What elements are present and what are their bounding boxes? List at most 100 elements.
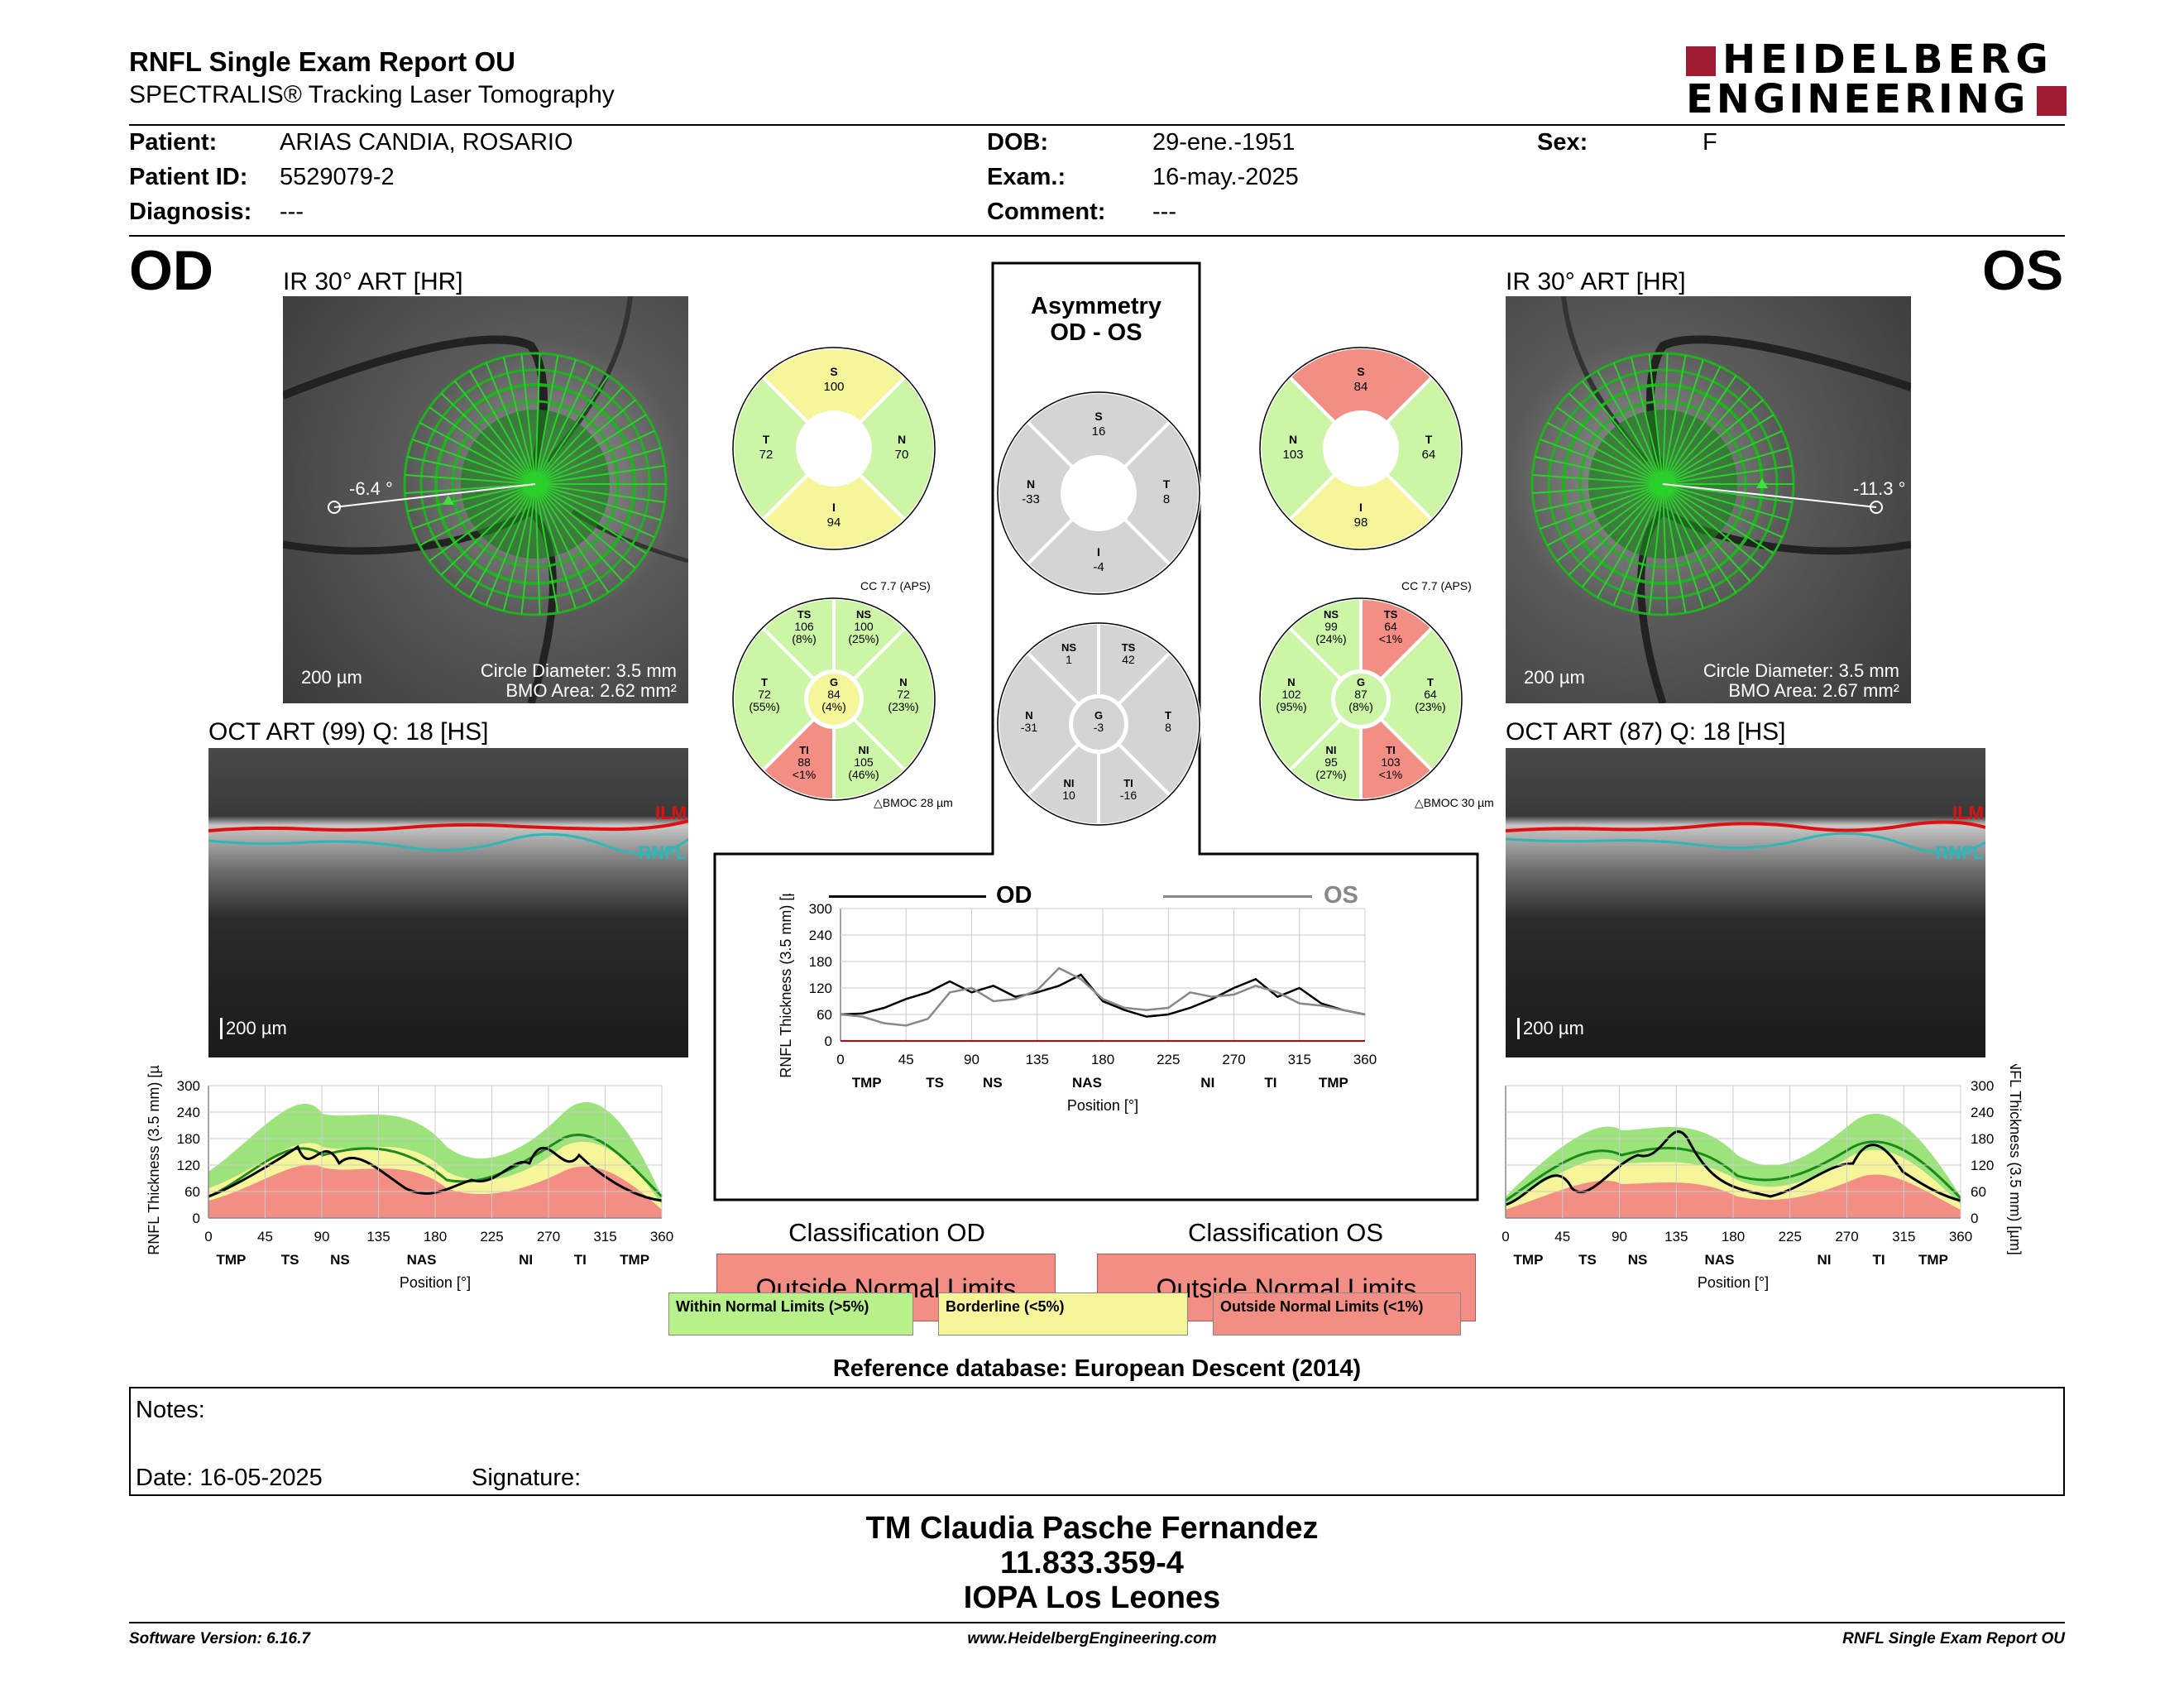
- comment-label: Comment:: [987, 199, 1106, 225]
- os-sector-letter-NI: NI: [1326, 744, 1337, 756]
- os-rnfl-label: RNFL: [1935, 842, 1984, 863]
- report-subtitle: SPECTRALIS® Tracking Laser Tomography: [129, 81, 615, 108]
- os-sector-percent-TS: <1%: [1379, 632, 1402, 645]
- od-sector-G: [807, 672, 861, 727]
- os-chart-ytick: 120: [1971, 1158, 1994, 1173]
- od-oct-title: OCT ART (99) Q: 18 [HS]: [208, 718, 489, 746]
- od-quadrant-circle: S 100 T 72 I 94 N 70: [731, 346, 936, 551]
- center-chart-ytick: 180: [809, 954, 832, 970]
- od-sector-letter-T: T: [761, 676, 768, 688]
- od-sector-value-N: 72: [897, 688, 910, 701]
- center-chart-sector-label: TMP: [1319, 1075, 1348, 1091]
- os-chart-ytick: 0: [1971, 1211, 1978, 1226]
- asym-quadrant-letter-I: I: [1097, 545, 1100, 559]
- od-chart-sector-label: NAS: [407, 1252, 437, 1268]
- od-sector-percent-TS: (8%): [792, 632, 817, 645]
- footer-name: TM Claudia Pasche Fernandez: [865, 1511, 1319, 1546]
- legend-od-line: [829, 895, 986, 898]
- os-chart-sector-label: TS: [1578, 1252, 1597, 1268]
- os-chart-sector-label: NI: [1818, 1252, 1832, 1268]
- os-sector-letter-G: G: [1357, 676, 1365, 688]
- od-chart-xtick: 360: [650, 1229, 673, 1244]
- os-quadrant-letter-I: I: [1359, 501, 1363, 514]
- od-chart-xtick: 90: [314, 1229, 330, 1244]
- center-chart-xtick: 270: [1222, 1052, 1245, 1067]
- os-quadrant-letter-T: T: [1425, 433, 1433, 446]
- footer-url[interactable]: www.HeidelbergEngineering.com: [967, 1630, 1217, 1647]
- os-sector-percent-NS: (24%): [1315, 632, 1346, 645]
- od-quadrant-letter-T: T: [763, 433, 770, 446]
- asym-quadrant-letter-N: N: [1027, 477, 1035, 491]
- os-chart-xtick: 315: [1892, 1229, 1915, 1244]
- report-title: RNFL Single Exam Report OU: [129, 46, 515, 77]
- os-thickness-line: [1505, 1130, 1961, 1206]
- od-chart-xtick: 270: [537, 1229, 560, 1244]
- od-sector-letter-N: N: [899, 676, 907, 688]
- od-ir-scale: 200 µm: [301, 667, 362, 688]
- os-quadrant-value-S: 84: [1354, 380, 1368, 394]
- asymmetry-frame: [713, 261, 1479, 1201]
- footer-rut: 11.833.359-4: [1000, 1546, 1184, 1580]
- os-quadrant-value-T: 64: [1422, 448, 1436, 462]
- diagnosis-label: Diagnosis:: [129, 199, 252, 225]
- asym-sector-letter-NS: NS: [1061, 641, 1076, 654]
- asym-sector-G: [1071, 697, 1126, 751]
- os-sector-value-NS: 99: [1324, 620, 1338, 633]
- center-chart-xtick: 90: [964, 1052, 979, 1067]
- od-chart-sector-label: TMP: [216, 1252, 246, 1268]
- od-sector-value-NI: 105: [854, 755, 874, 769]
- od-sector-value-NS: 100: [854, 620, 874, 633]
- center-chart-ylabel: RNFL Thickness (3.5 mm) [µm]: [778, 894, 794, 1078]
- os-sector-letter-T: T: [1427, 676, 1434, 688]
- os-chart-xtick: 270: [1835, 1229, 1858, 1244]
- os-chart-ytick: 180: [1971, 1131, 1994, 1147]
- od-chart-sector-label: NI: [519, 1252, 533, 1268]
- os-chart-xtick: 0: [1502, 1229, 1509, 1244]
- od-sector-percent-TI: <1%: [793, 768, 816, 781]
- os-quadrant-letter-S: S: [1357, 365, 1364, 378]
- os-chart-xtick: 135: [1664, 1229, 1688, 1244]
- asym-sector-value-TI: -16: [1120, 789, 1137, 802]
- od-bmo-area: BMO Area: 2.62 mm²: [505, 680, 677, 701]
- center-chart-xtick: 45: [898, 1052, 914, 1067]
- os-chart-xtick: 45: [1554, 1229, 1570, 1244]
- od-quadrant-letter-S: S: [830, 365, 837, 378]
- exam-value: 16-may.-2025: [1152, 164, 1299, 190]
- notes-label: Notes:: [136, 1397, 205, 1423]
- patient-id-label: Patient ID:: [129, 164, 248, 190]
- od-chart-ytick: 60: [184, 1184, 200, 1200]
- asym-quadrant-value-S: 16: [1092, 424, 1106, 439]
- sex-label: Sex:: [1537, 129, 1588, 156]
- od-sector-percent-NI: (46%): [848, 768, 879, 781]
- center-chart-sector-label: NAS: [1072, 1075, 1102, 1091]
- od-chart-sector-label: NS: [330, 1252, 350, 1268]
- os-quadrant-value-I: 98: [1354, 516, 1368, 530]
- center-chart-xtick: 360: [1353, 1052, 1377, 1067]
- od-sector-circle: TS106(8%)NS100(25%)N72(23%)NI105(46%)TI8…: [731, 596, 936, 803]
- od-sector-percent-G: (4%): [821, 700, 846, 713]
- os-chart-xlabel: Position [°]: [1698, 1274, 1769, 1291]
- od-sector-percent-NS: (25%): [848, 632, 879, 645]
- os-quadrant-letter-N: N: [1289, 433, 1297, 446]
- os-chart-ytick: 60: [1971, 1184, 1986, 1200]
- center-series-od: [840, 973, 1366, 1018]
- od-chart-xtick: 180: [424, 1229, 447, 1244]
- asym-quadrant-circle: S16 N-33 I-4 T8: [996, 391, 1201, 596]
- od-quadrant-letter-N: N: [898, 433, 906, 446]
- os-ir-fundus-image: -11.3 ° 200 µm Circle Diameter: 3.5 mm B…: [1506, 296, 1911, 703]
- od-chart-ytick: 180: [177, 1131, 200, 1147]
- os-sector-value-G: 87: [1354, 688, 1367, 701]
- od-chart-xlabel: Position [°]: [400, 1274, 471, 1291]
- os-circle-diameter: Circle Diameter: 3.5 mm: [1703, 660, 1899, 681]
- od-cc-label: CC 7.7 (APS): [860, 579, 931, 592]
- os-chart-ytick: 240: [1971, 1105, 1994, 1120]
- asym-sector-value-TS: 42: [1122, 653, 1135, 666]
- os-sector-value-T: 64: [1424, 688, 1437, 701]
- center-chart-ytick: 0: [825, 1033, 832, 1049]
- center-chart-ytick: 120: [809, 981, 832, 996]
- comment-value: ---: [1152, 199, 1176, 225]
